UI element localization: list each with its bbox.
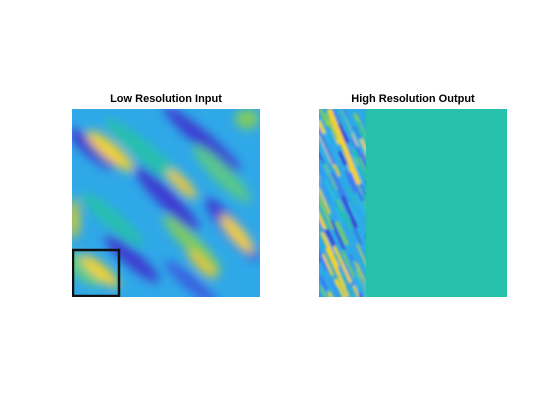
texture-streak [324, 178, 337, 202]
texture-streak [340, 109, 352, 132]
yellow-streak [220, 214, 254, 254]
deep-blue-streak [164, 260, 220, 297]
texture-streak [337, 199, 344, 212]
texture-streak [326, 109, 362, 185]
deep-blue-streak [104, 235, 160, 283]
texture-streak [319, 212, 326, 230]
texture-streak [352, 260, 363, 280]
yellow-streak [81, 254, 119, 288]
high-resolution-output-image [319, 109, 507, 297]
deep-blue-streak [72, 128, 116, 170]
teal-band [72, 251, 103, 287]
texture-streak [335, 221, 349, 246]
texture-streak [355, 269, 366, 294]
texture-streak [350, 219, 362, 245]
texture-streak [356, 244, 366, 266]
texture-streak [337, 287, 343, 297]
texture-streak [356, 146, 366, 171]
texture-streak [355, 272, 366, 297]
texture-streak [341, 284, 351, 297]
texture-streak [319, 173, 332, 201]
texture-streak [319, 275, 328, 290]
yellow-streak [187, 249, 217, 279]
deep-blue-streak [134, 166, 200, 232]
texture-streak [353, 278, 361, 293]
texture-streak [343, 212, 353, 230]
texture-streak [353, 191, 366, 215]
teal-band [163, 215, 221, 273]
texture-streak [339, 272, 353, 297]
texture-streak [325, 247, 346, 288]
texture-streak [346, 117, 364, 154]
high-resolution-output-title: High Resolution Output [351, 93, 475, 105]
deep-blue-streak [163, 109, 241, 172]
texture-streak [343, 109, 359, 142]
texture-streak [356, 262, 366, 286]
texture-streak [330, 131, 338, 147]
texture-streak [325, 113, 339, 140]
texture-streak [331, 280, 340, 297]
texture-streak [350, 137, 361, 158]
texture-streak [319, 119, 326, 134]
texture-streak [330, 109, 341, 125]
texture-streak [333, 245, 352, 284]
texture-streak [319, 183, 328, 205]
texture-streak [341, 195, 358, 228]
texture-streak [344, 170, 356, 193]
texture-streak [319, 195, 334, 230]
texture-streak [347, 201, 357, 219]
texture-streak [319, 159, 329, 177]
texture-streak [319, 249, 329, 271]
yellow-streak [167, 169, 197, 199]
texture-streak [361, 193, 366, 205]
texture-streak [347, 186, 357, 206]
yellow-streak [86, 130, 134, 172]
crop-box [72, 248, 121, 297]
texture-streak [319, 177, 330, 200]
texture-streak [319, 134, 335, 169]
texture-streak [334, 173, 349, 204]
texture-streak [338, 151, 347, 166]
texture-streak [319, 218, 326, 236]
texture-streak [347, 142, 356, 159]
yellow-streak [72, 199, 80, 239]
texture-streak [348, 172, 365, 202]
texture-streak [334, 207, 344, 224]
texture-streak [334, 278, 346, 297]
texture-streak [319, 150, 325, 165]
texture-streak [319, 160, 326, 176]
textured-output-strip [319, 109, 366, 297]
texture-streak [360, 138, 366, 154]
yellow-streak [235, 109, 259, 129]
texture-streak [355, 121, 366, 146]
texture-streak [322, 253, 334, 277]
texture-streak [319, 128, 336, 166]
teal-band [80, 192, 144, 246]
texture-streak [336, 259, 351, 291]
texture-streak [334, 152, 347, 178]
texture-streak [319, 137, 330, 164]
texture-streak [319, 286, 327, 297]
texture-streak [353, 128, 366, 158]
texture-streak [326, 236, 336, 254]
texture-streak [324, 163, 338, 191]
low-resolution-input-title: Low Resolution Input [110, 93, 222, 105]
texture-streak [319, 109, 330, 127]
texture-streak [319, 186, 331, 215]
teal-band [193, 145, 251, 203]
texture-streak [358, 291, 363, 297]
texture-streak [330, 219, 346, 250]
texture-streak [352, 149, 366, 181]
low-resolution-input-image [72, 109, 260, 297]
texture-streak [341, 250, 355, 278]
